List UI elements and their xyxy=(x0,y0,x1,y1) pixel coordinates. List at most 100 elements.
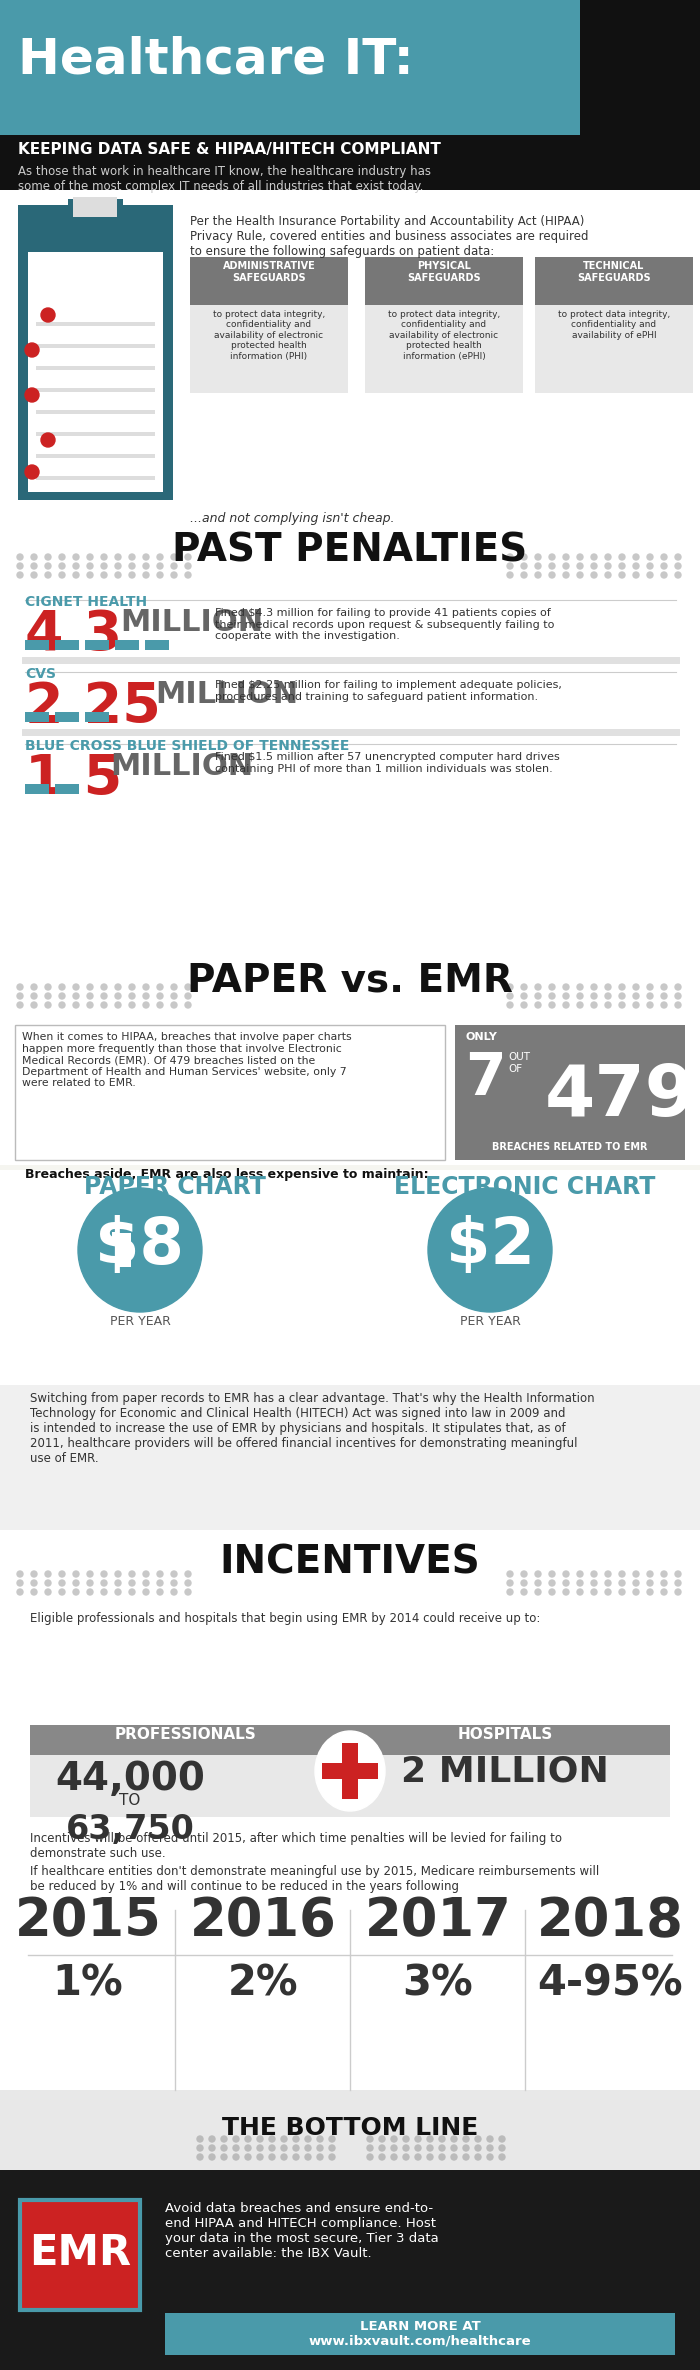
Circle shape xyxy=(549,1571,555,1576)
Circle shape xyxy=(101,1003,107,1007)
Bar xyxy=(18,204,173,500)
Circle shape xyxy=(129,564,135,569)
Text: MILLION: MILLION xyxy=(155,680,298,709)
Text: CIGNET HEALTH: CIGNET HEALTH xyxy=(25,595,147,609)
Bar xyxy=(365,256,523,306)
Circle shape xyxy=(59,1003,65,1007)
Circle shape xyxy=(427,2135,433,2142)
Circle shape xyxy=(675,1588,681,1595)
Circle shape xyxy=(157,555,163,559)
Bar xyxy=(116,1232,131,1268)
Circle shape xyxy=(661,571,667,578)
Circle shape xyxy=(185,1588,191,1595)
Circle shape xyxy=(563,984,569,991)
Circle shape xyxy=(269,2154,275,2159)
Circle shape xyxy=(507,564,513,569)
Text: 479: 479 xyxy=(545,1062,696,1130)
Bar xyxy=(28,251,163,493)
Text: PAPER vs. EMR: PAPER vs. EMR xyxy=(187,960,513,1000)
Circle shape xyxy=(439,2154,445,2159)
Bar xyxy=(30,1725,340,1756)
Bar xyxy=(342,1742,358,1799)
Circle shape xyxy=(73,1581,79,1586)
Circle shape xyxy=(563,1003,569,1007)
Circle shape xyxy=(115,993,121,1000)
Circle shape xyxy=(535,555,541,559)
Text: Eligible professionals and hospitals that begin using EMR by 2014 could receive : Eligible professionals and hospitals tha… xyxy=(30,1612,540,1626)
Text: ...and not complying isn't cheap.: ...and not complying isn't cheap. xyxy=(190,512,395,526)
Text: MILLION: MILLION xyxy=(110,751,253,782)
Bar xyxy=(365,306,523,393)
Text: 2016: 2016 xyxy=(190,1896,337,1948)
Bar xyxy=(0,1384,700,1531)
Circle shape xyxy=(535,564,541,569)
Text: HOSPITALS: HOSPITALS xyxy=(457,1728,552,1742)
Text: 3%: 3% xyxy=(402,1962,473,2005)
Circle shape xyxy=(185,1571,191,1576)
Circle shape xyxy=(87,564,93,569)
Circle shape xyxy=(605,564,611,569)
Circle shape xyxy=(451,2154,457,2159)
Circle shape xyxy=(317,2135,323,2142)
Circle shape xyxy=(549,555,555,559)
Circle shape xyxy=(59,984,65,991)
Circle shape xyxy=(647,564,653,569)
Text: Healthcare IT:: Healthcare IT: xyxy=(18,36,414,83)
Circle shape xyxy=(171,571,177,578)
Circle shape xyxy=(633,571,639,578)
Text: 2017: 2017 xyxy=(365,1896,512,1948)
Circle shape xyxy=(101,1571,107,1576)
Circle shape xyxy=(31,571,37,578)
Circle shape xyxy=(305,2135,311,2142)
Circle shape xyxy=(521,571,527,578)
Circle shape xyxy=(591,571,597,578)
Circle shape xyxy=(59,571,65,578)
Circle shape xyxy=(633,984,639,991)
Circle shape xyxy=(647,1588,653,1595)
Circle shape xyxy=(415,2135,421,2142)
Bar xyxy=(85,640,109,649)
Circle shape xyxy=(521,1571,527,1576)
Circle shape xyxy=(293,2154,299,2159)
Text: 2 MILLION: 2 MILLION xyxy=(401,1754,609,1787)
Circle shape xyxy=(25,389,39,403)
Text: PHYSICAL
SAFEGUARDS: PHYSICAL SAFEGUARDS xyxy=(407,261,481,282)
Circle shape xyxy=(129,1003,135,1007)
Bar xyxy=(115,640,139,649)
Circle shape xyxy=(499,2145,505,2152)
Circle shape xyxy=(403,2145,409,2152)
Circle shape xyxy=(619,984,625,991)
Circle shape xyxy=(233,2135,239,2142)
Circle shape xyxy=(577,993,583,1000)
Circle shape xyxy=(507,571,513,578)
Circle shape xyxy=(535,984,541,991)
Circle shape xyxy=(197,2154,203,2159)
Text: 1%: 1% xyxy=(52,1962,123,2005)
Bar xyxy=(20,2199,140,2311)
Text: Incentives will be offered until 2015, after which time penalties will be levied: Incentives will be offered until 2015, a… xyxy=(30,1832,562,1860)
Text: THE BOTTOM LINE: THE BOTTOM LINE xyxy=(222,2116,478,2140)
Circle shape xyxy=(451,2135,457,2142)
Text: Fined $4.3 million for failing to provide 41 patients copies of
their medical re: Fined $4.3 million for failing to provid… xyxy=(215,609,554,642)
Bar xyxy=(190,256,348,306)
Circle shape xyxy=(521,984,527,991)
Circle shape xyxy=(143,1003,149,1007)
Circle shape xyxy=(45,1581,51,1586)
Circle shape xyxy=(633,555,639,559)
Circle shape xyxy=(87,984,93,991)
Circle shape xyxy=(31,1003,37,1007)
Text: TECHNICAL
SAFEGUARDS: TECHNICAL SAFEGUARDS xyxy=(578,261,651,282)
Circle shape xyxy=(115,1571,121,1576)
Bar xyxy=(0,1825,700,2090)
Bar xyxy=(190,306,348,393)
Circle shape xyxy=(157,984,163,991)
Text: 44,000: 44,000 xyxy=(55,1761,205,1799)
Bar xyxy=(36,410,155,415)
Bar xyxy=(73,197,117,218)
Bar xyxy=(340,1725,670,1756)
Circle shape xyxy=(549,984,555,991)
Circle shape xyxy=(605,993,611,1000)
Circle shape xyxy=(143,555,149,559)
Circle shape xyxy=(507,1588,513,1595)
Text: 2018: 2018 xyxy=(537,1896,683,1948)
